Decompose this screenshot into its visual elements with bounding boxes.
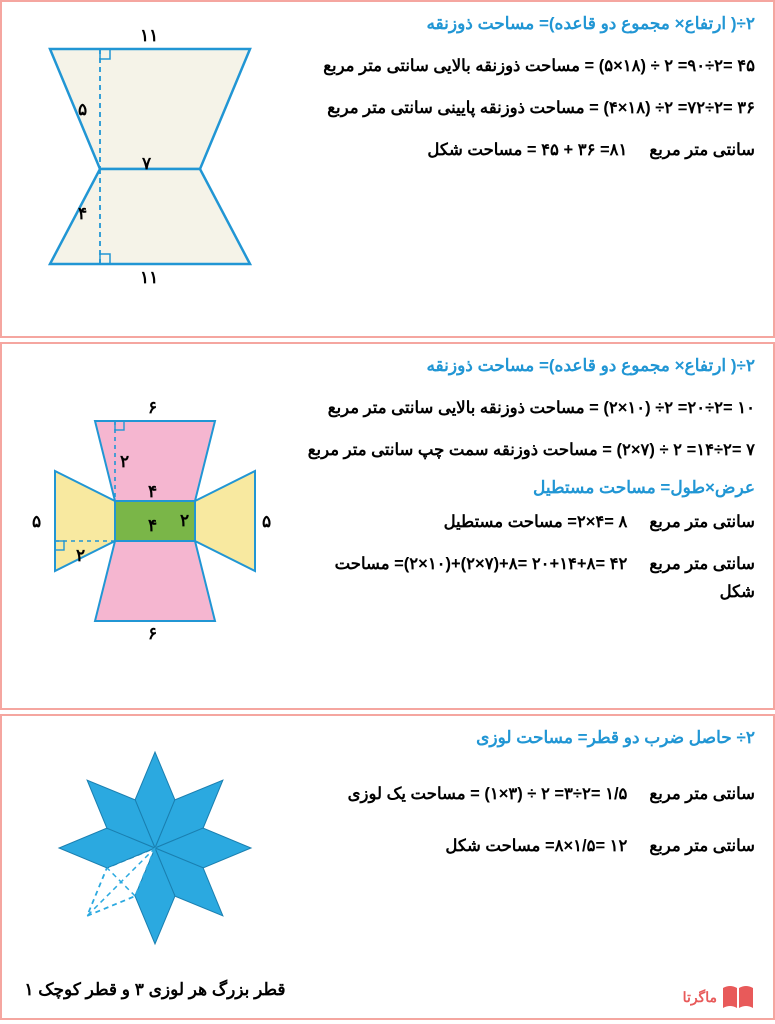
book-icon — [721, 984, 755, 1010]
panel3-text: ۲÷ حاصل ضرب دو قطر= مساحت لوزی سانتی متر… — [295, 728, 755, 874]
rhombus-formula: ۲÷ حاصل ضرب دو قطر= مساحت لوزی — [295, 728, 755, 748]
panel-star-rhombus: ۲÷ حاصل ضرب دو قطر= مساحت لوزی سانتی متر… — [0, 714, 775, 1020]
logo: ماگرتا — [683, 984, 755, 1010]
one-rhombus-area: ۱/۵ =۲÷۳= ۲ ÷ (۳×۱) = مساحت یک لوزی — [348, 785, 628, 803]
dim-top: ۱۱ — [140, 26, 158, 46]
panel2-line4: سانتی متر مربع۴۲ =۸+۱۴+۲۰ =۸+(۷×۲)+(۱۰×۲… — [295, 550, 755, 606]
diagonal-caption: قطر بزرگ هر لوزی ۳ و قطر کوچک ۱ — [20, 980, 290, 1000]
panel1-diagram: ۱۱ ۱۱ ۷ ۵ ۴ — [20, 14, 290, 324]
unit-label: سانتی متر مربع — [649, 837, 755, 855]
dim-bottom: ۶ — [148, 624, 157, 644]
rectangle-formula: عرض×طول= مساحت مستطیل — [295, 478, 755, 498]
panel1-text: ۲÷( ارتفاع× مجموع دو قاعده)= مساحت ذوزنق… — [295, 14, 755, 178]
panel1-line1: ۴۵ =۲÷۹۰= ۲ ÷ (۱۸×۵) = مساحت ذوزنقه بالا… — [295, 52, 755, 80]
dim-gap-left: ۲ — [76, 546, 85, 566]
shape-area-result-3: ۱۲ =۱/۵×۸= مساحت شکل — [445, 837, 627, 855]
dim-inner-top: ۴ — [148, 482, 157, 502]
rect-area-result: ۸ =۴×۲= مساحت مستطیل — [444, 513, 628, 531]
panel1-line2: ۳۶ =۲÷۷۲= ۲÷ (۱۸×۴) = مساحت ذوزنقه پایین… — [295, 94, 755, 122]
trapezoid-formula-2: ۲÷( ارتفاع× مجموع دو قاعده)= مساحت ذوزنق… — [295, 356, 755, 376]
dim-left: ۵ — [32, 512, 41, 532]
unit-label: سانتی متر مربع — [649, 785, 755, 803]
dim-gap-top: ۲ — [120, 452, 129, 472]
star-shape-icon — [20, 728, 290, 978]
panel1-line3: سانتی متر مربع ۸۱= ۳۶ + ۴۵ = مساحت شکل — [295, 136, 755, 164]
panel-trapezoid-pair: ۲÷( ارتفاع× مجموع دو قاعده)= مساحت ذوزنق… — [0, 0, 775, 338]
dim-rect-h: ۲ — [180, 511, 189, 531]
panel2-line2: ۷ =۲÷۱۴= ۲ ÷ (۷×۲) = مساحت ذوزنقه سمت چپ… — [295, 436, 755, 464]
unit-label: سانتی متر مربع — [649, 555, 755, 573]
dim-h2: ۴ — [78, 204, 87, 224]
dim-top: ۶ — [148, 398, 157, 418]
dim-mid: ۷ — [142, 154, 151, 174]
shape-area-result: ۸۱= ۳۶ + ۴۵ = مساحت شکل — [427, 141, 627, 159]
trapezoid-formula: ۲÷( ارتفاع× مجموع دو قاعده)= مساحت ذوزنق… — [295, 14, 755, 34]
logo-text: ماگرتا — [683, 989, 717, 1006]
panel3-line2: سانتی متر مربع ۱۲ =۱/۵×۸= مساحت شکل — [295, 832, 755, 860]
unit-label: سانتی متر مربع — [649, 513, 755, 531]
dim-bottom: ۱۱ — [140, 268, 158, 288]
panel2-diagram: ۶ ۶ ۵ ۵ ۴ ۲ ۴ ۲ ۲ — [20, 356, 290, 696]
panel-cross-shape: ۲÷( ارتفاع× مجموع دو قاعده)= مساحت ذوزنق… — [0, 342, 775, 710]
panel3-diagram: قطر بزرگ هر لوزی ۳ و قطر کوچک ۱ — [20, 728, 290, 1006]
unit-label: سانتی متر مربع — [649, 141, 755, 159]
panel2-text: ۲÷( ارتفاع× مجموع دو قاعده)= مساحت ذوزنق… — [295, 356, 755, 620]
panel2-line3: سانتی متر مربع ۸ =۴×۲= مساحت مستطیل — [295, 508, 755, 536]
panel3-line1: سانتی متر مربع ۱/۵ =۲÷۳= ۲ ÷ (۳×۱) = مساح… — [295, 780, 755, 808]
dim-right: ۵ — [262, 512, 271, 532]
panel2-line1: ۱۰ =۲÷۲۰= ۲÷ (۱۰×۲) = مساحت ذوزنقه بالای… — [295, 394, 755, 422]
dim-rect-w: ۴ — [148, 516, 157, 536]
dim-h1: ۵ — [78, 100, 87, 120]
